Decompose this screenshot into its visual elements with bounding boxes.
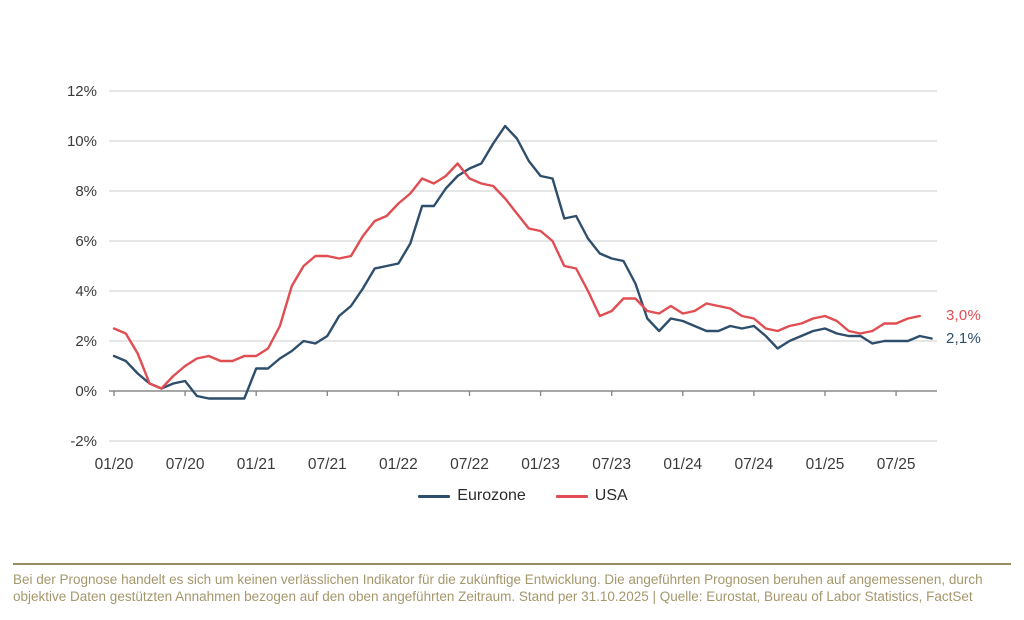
legend-item-eurozone: Eurozone — [418, 487, 526, 505]
y-axis-tick-label: 6% — [75, 233, 97, 250]
usa-line-swatch — [555, 494, 588, 498]
x-axis-tick-label: 07/22 — [450, 456, 489, 473]
eurozone-line-swatch — [418, 494, 451, 498]
legend-label-usa: USA — [594, 487, 628, 504]
x-axis-tick-label: 01/25 — [806, 456, 845, 473]
footer-divider — [13, 563, 1011, 565]
inflation-chart-svg: -2% 0% 2% 4% 6% 8% 10% 12% 01/20 07/20 01/21 07/21 0… — [67, 83, 937, 473]
inflation-chart: -2% 0% 2% 4% 6% 8% 10% 12% 01/20 07/20 01/21 07/21 0… — [67, 83, 981, 473]
chart-legend: Eurozone USA — [109, 485, 937, 507]
x-axis-tick-label: 07/23 — [592, 456, 631, 473]
x-axis-tick-label: 01/22 — [379, 456, 418, 473]
y-axis-tick-label: 10% — [67, 133, 97, 150]
disclaimer-footer: Bei der Prognose handelt es sich um kein… — [13, 563, 1011, 605]
disclaimer-text-line1: Bei der Prognose handelt es sich um kein… — [13, 572, 983, 587]
legend-label-eurozone: Eurozone — [457, 487, 526, 504]
usa-line — [112, 162, 921, 390]
y-axis-tick-label: 4% — [75, 283, 97, 300]
eurozone-end-value-label: 2,1% — [946, 330, 981, 347]
x-axis-tick-label: 07/21 — [308, 456, 347, 473]
x-axis-tick-label: 01/21 — [237, 456, 276, 473]
y-axis-tick-label: 0% — [75, 383, 97, 400]
y-axis-tick-label: 12% — [67, 83, 97, 100]
x-axis-tick-label: 01/24 — [663, 456, 702, 473]
x-axis-tick-label: 07/24 — [735, 456, 774, 473]
y-axis-tick-label: 2% — [75, 333, 97, 350]
disclaimer-text-line2: objektive Daten gestützten Annahmen bezo… — [13, 588, 973, 604]
eurozone-line — [112, 124, 933, 400]
y-axis-tick-label: -2% — [70, 433, 97, 450]
y-axis-tick-label: 8% — [75, 183, 97, 200]
x-axis-tick-label: 07/20 — [166, 456, 205, 473]
legend-item-usa: USA — [555, 487, 628, 505]
x-axis-tick-label: 07/25 — [877, 456, 916, 473]
usa-end-value-label: 3,0% — [946, 307, 981, 324]
x-axis-tick-label: 01/23 — [521, 456, 560, 473]
x-axis-tick-label: 01/20 — [95, 456, 134, 473]
